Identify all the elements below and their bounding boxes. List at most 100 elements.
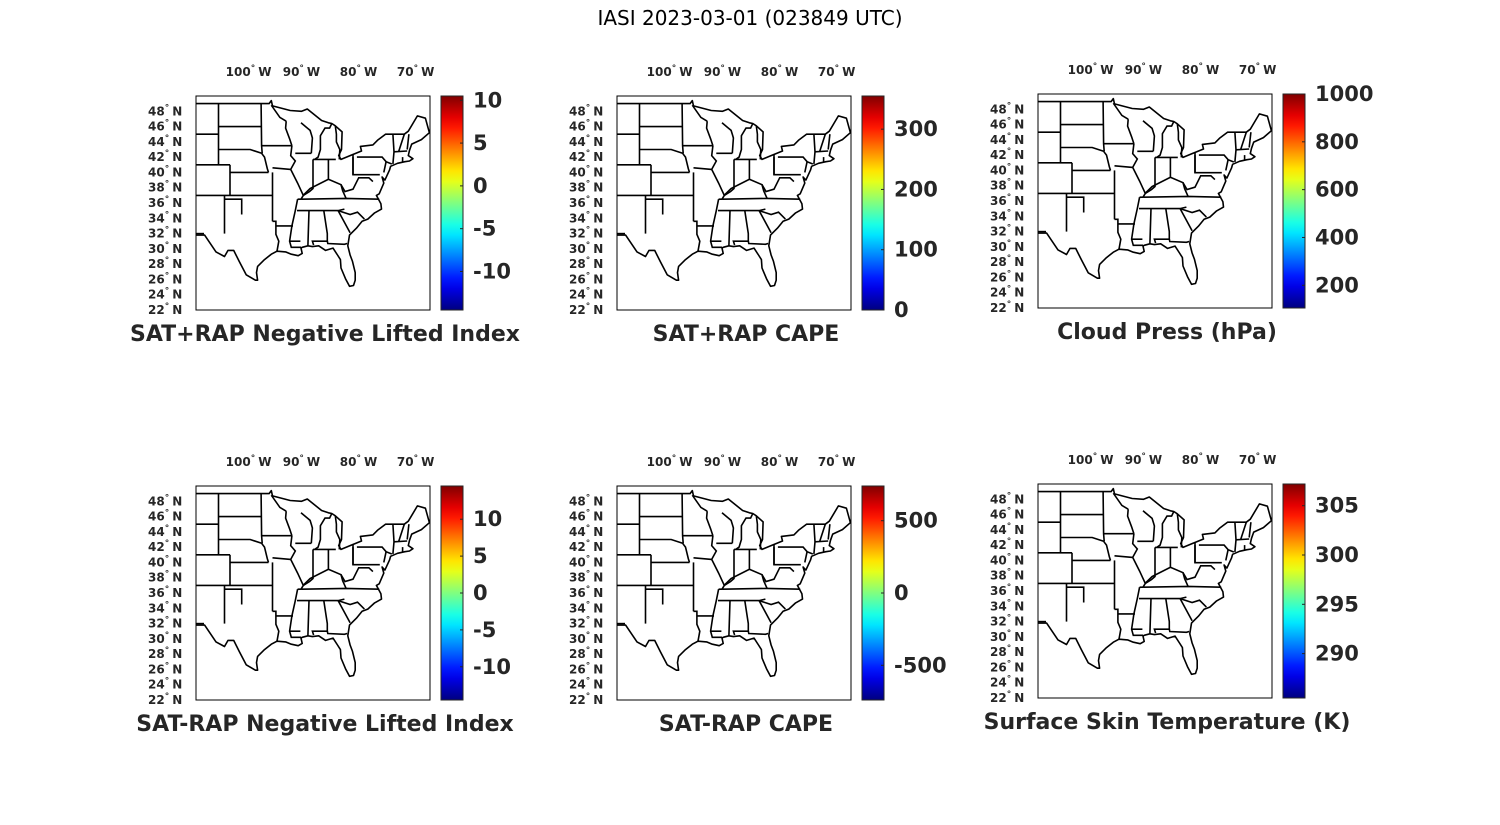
- state-boundary: [393, 540, 408, 543]
- state-boundary: [724, 568, 768, 589]
- state-boundary: [804, 161, 808, 173]
- lat-tick-label: 22° N: [148, 692, 182, 707]
- panel-title: Cloud Press (hPa): [1057, 320, 1277, 345]
- map-svg: 100° W 90° W 80° W 70° W 48° N46° N44° N42° N40° N38°…: [569, 454, 947, 737]
- state-boundary: [645, 588, 664, 605]
- state-boundary: [284, 121, 293, 146]
- colorbar-tick-label: -5: [473, 217, 496, 241]
- state-boundary: [301, 197, 380, 200]
- state-boundary: [406, 524, 410, 540]
- state-boundary: [724, 178, 768, 199]
- state-boundary: [758, 210, 772, 234]
- state-boundary: [392, 524, 395, 555]
- state-boundary: [732, 210, 750, 246]
- state-boundary: [728, 210, 731, 246]
- state-boundary: [337, 210, 351, 234]
- colorbar-tick-label: -500: [894, 653, 947, 677]
- state-boundary: [260, 152, 270, 173]
- lat-tick-label: 44° N: [148, 134, 182, 149]
- state-boundary: [1168, 239, 1190, 244]
- colorbar-tick-label: 800: [1315, 130, 1359, 154]
- coastline: [196, 489, 430, 678]
- lat-tick-label: 30° N: [990, 629, 1024, 644]
- state-boundary: [356, 546, 393, 555]
- coastline: [1038, 487, 1272, 676]
- panel-title: SAT+RAP CAPE: [653, 322, 840, 347]
- lon-tick-label: 80° W: [340, 454, 377, 469]
- state-boundary: [709, 589, 722, 639]
- map-panel-surface-skin-temperature: 100° W 90° W 80° W 70° W 48° N 46° N 44° N 42° N 40° N 38°…: [942, 448, 1422, 748]
- lat-tick-label: 36° N: [148, 585, 182, 600]
- state-boundary: [314, 123, 333, 161]
- lat-tick-label: 26° N: [569, 271, 603, 286]
- colorbar: [1282, 483, 1306, 699]
- map-svg: 100° W 90° W 80° W 70° W 48° N46° N44° N42° N40° N38°…: [984, 452, 1359, 735]
- state-boundary: [681, 152, 691, 173]
- state-boundary: [1149, 598, 1152, 634]
- state-boundary: [1102, 540, 1112, 561]
- lat-tick-label: 36° N: [569, 195, 603, 210]
- lat-tick-label: 38° N: [569, 570, 603, 585]
- map-svg: 100° W 90° W 80° W 70° W 48° N46° N44° N42° N40° N38°…: [136, 454, 513, 737]
- state-boundary: [1112, 492, 1129, 510]
- lon-tick-label: 80° W: [761, 64, 798, 79]
- colorbar-tick-label: 0: [473, 581, 488, 605]
- basemap-outlines: [1038, 487, 1272, 676]
- state-boundary: [755, 125, 762, 160]
- state-boundary: [1143, 585, 1222, 588]
- lat-tick-label: 32° N: [569, 226, 603, 241]
- lat-tick-label: 24° N: [148, 287, 182, 302]
- state-boundary: [1235, 148, 1250, 151]
- panel-title: SAT-RAP Negative Lifted Index: [136, 712, 513, 737]
- lat-tick-label: 36° N: [990, 193, 1024, 208]
- state-boundary: [272, 557, 291, 561]
- lat-tick-label: 32° N: [569, 616, 603, 631]
- state-boundary: [272, 220, 280, 252]
- lat-tick-label: 42° N: [569, 149, 603, 164]
- state-boundary: [1179, 597, 1207, 608]
- state-boundary: [1142, 510, 1156, 542]
- lat-tick-label: 24° N: [990, 675, 1024, 690]
- colorbar-tick-label: -10: [473, 259, 511, 283]
- state-boundary: [710, 145, 726, 200]
- lat-tick-label: 30° N: [990, 239, 1024, 254]
- lon-tick-label: 100° W: [226, 64, 272, 79]
- state-boundary: [1102, 491, 1105, 542]
- lat-tick-label: 48° N: [990, 491, 1024, 506]
- state-boundary: [747, 631, 769, 636]
- state-boundary: [718, 208, 766, 212]
- lat-tick-label: 44° N: [990, 132, 1024, 147]
- lon-tick-label: 80° W: [761, 454, 798, 469]
- state-boundary: [1060, 146, 1104, 153]
- state-boundary: [297, 598, 345, 602]
- state-boundary: [272, 167, 291, 171]
- state-boundary: [356, 156, 393, 165]
- coastline: [617, 489, 851, 678]
- lon-tick-label: 100° W: [1068, 452, 1114, 467]
- panel-title: SAT+RAP Negative Lifted Index: [130, 322, 520, 347]
- lon-tick-label: 90° W: [704, 64, 741, 79]
- state-boundary: [1126, 509, 1135, 534]
- state-boundary: [311, 210, 329, 246]
- state-boundary: [722, 587, 801, 590]
- lat-tick-label: 44° N: [569, 524, 603, 539]
- state-boundary: [1114, 165, 1133, 169]
- lat-tick-label: 24° N: [990, 285, 1024, 300]
- state-boundary: [1168, 629, 1190, 634]
- basemap-outlines: [1038, 97, 1272, 286]
- colorbar-tick-label: 10: [473, 507, 502, 531]
- colorbar-tick-label: 200: [1315, 273, 1359, 297]
- lat-tick-label: 48° N: [569, 103, 603, 118]
- lat-tick-label: 40° N: [148, 164, 182, 179]
- colorbar-tick-label: 400: [1315, 225, 1359, 249]
- state-boundary: [1176, 513, 1183, 548]
- lat-tick-label: 38° N: [148, 180, 182, 195]
- state-boundary: [302, 549, 314, 587]
- lon-tick-label: 80° W: [340, 64, 377, 79]
- lat-tick-label: 34° N: [990, 598, 1024, 613]
- state-boundary: [224, 198, 243, 215]
- lat-tick-label: 48° N: [569, 493, 603, 508]
- state-boundary: [804, 551, 808, 563]
- state-boundary: [728, 600, 731, 636]
- colorbar-tick-label: 100: [894, 238, 938, 262]
